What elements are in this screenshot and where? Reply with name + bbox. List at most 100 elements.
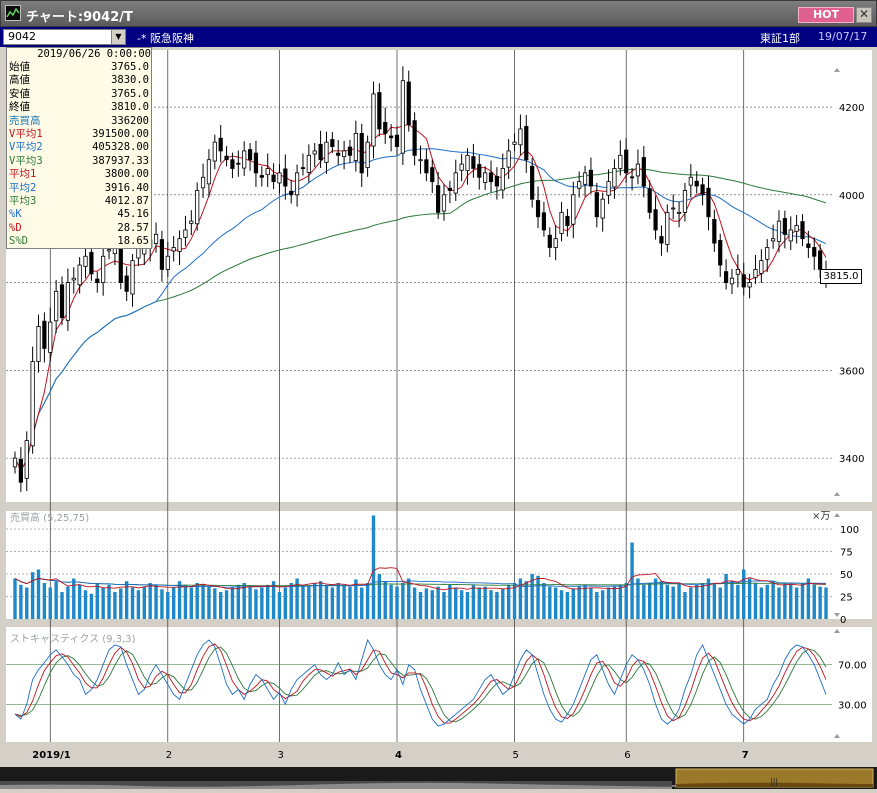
candle-body — [477, 164, 482, 178]
candle-body — [782, 218, 787, 235]
volume-bar — [307, 586, 311, 619]
info-row: 平均2 3916.40 — [7, 182, 151, 195]
chart-app-icon — [5, 5, 21, 21]
volume-bar — [154, 584, 158, 619]
volume-unit: ×万 — [812, 511, 831, 522]
volume-tick-label: 100 — [840, 525, 859, 536]
candle-body — [571, 194, 576, 225]
candle-body — [394, 134, 400, 147]
info-label: 平均2 — [9, 181, 37, 194]
volume-bar — [66, 586, 70, 619]
info-row: V平均1 391500.00 — [7, 128, 151, 141]
volume-panel-label: 売買高 (5,25,75) — [10, 513, 90, 524]
overview-scrollbar[interactable]: ||| — [0, 767, 877, 789]
close-button[interactable]: ✕ — [856, 7, 872, 23]
volume-bar — [683, 592, 687, 619]
volume-bar — [501, 588, 505, 619]
info-row: V平均2 405328.00 — [7, 141, 151, 154]
volume-bar — [800, 583, 805, 619]
candle-body — [618, 154, 623, 169]
info-row: 売買高 336200 — [7, 115, 151, 128]
candle-body — [265, 168, 270, 176]
volume-bar — [242, 583, 246, 619]
candle-body — [741, 274, 746, 288]
volume-bar — [383, 581, 387, 619]
candle-body — [553, 238, 558, 248]
volume-bar — [530, 574, 534, 619]
candle-body — [42, 320, 47, 349]
candle-body — [359, 132, 364, 174]
candle-body — [712, 218, 717, 244]
volume-bar — [354, 579, 358, 619]
info-row: 高値 3830.0 — [7, 74, 151, 87]
info-row: 安値 3765.0 — [7, 88, 151, 101]
volume-bar — [730, 581, 734, 619]
candle-body — [236, 162, 241, 165]
candle-body — [165, 255, 170, 270]
volume-bar — [77, 584, 82, 619]
candle-body — [647, 188, 652, 213]
stock-code-input[interactable]: 9042 — [3, 29, 125, 45]
candle-body — [459, 163, 464, 171]
candle-body — [530, 165, 535, 200]
candle-body — [130, 260, 135, 295]
volume-bar — [671, 586, 675, 619]
chevron-down-icon[interactable]: ▼ — [111, 29, 126, 45]
candle-body — [218, 137, 223, 152]
overview-mini-chart[interactable]: ||| — [0, 767, 877, 789]
candle-body — [682, 190, 688, 213]
volume-bar — [83, 590, 88, 619]
candle-body — [788, 229, 793, 242]
stoch-d-line — [14, 643, 827, 724]
candle-body — [653, 209, 658, 231]
candle-body — [83, 255, 88, 267]
candle-body — [659, 236, 664, 244]
price-tick-label: 3600 — [839, 366, 864, 377]
candle-body — [600, 198, 605, 219]
volume-bar — [107, 584, 111, 619]
candle-body — [400, 80, 405, 154]
vma2-line — [14, 578, 827, 588]
candle-body — [177, 238, 182, 252]
candle-body — [48, 321, 53, 353]
stock-name: -* 阪急阪神 — [137, 32, 194, 45]
info-value: 3916.40 — [104, 181, 149, 194]
volume-bar — [113, 592, 117, 619]
month-tick-label: 7 — [742, 750, 749, 761]
volume-bar — [142, 586, 146, 619]
candle-body — [71, 277, 76, 281]
scroll-arrow-icon — [834, 734, 840, 738]
volume-tick-label: 50 — [840, 570, 853, 581]
candle-body — [283, 168, 288, 187]
candle-body — [247, 149, 253, 161]
candle-body — [36, 326, 41, 362]
candle-body — [347, 146, 353, 156]
volume-bar — [365, 583, 370, 619]
volume-bar — [48, 587, 52, 619]
candle-body — [718, 240, 723, 266]
volume-bar — [459, 590, 464, 619]
volume-bar — [612, 586, 617, 619]
volume-bar — [101, 587, 105, 619]
info-label: V平均2 — [9, 141, 43, 154]
volume-bar — [407, 578, 411, 619]
volume-bar — [589, 587, 593, 619]
volume-bar — [618, 584, 623, 619]
stock-chart-svg[interactable]: 4200 4000 3600 3400 2019/1 2 3 4 5 6 7 100 75 50 25 0 70… — [6, 47, 872, 767]
info-value: 3800.00 — [104, 168, 149, 181]
info-label: 売買高 — [9, 114, 41, 127]
volume-bar — [30, 572, 35, 619]
volume-bar — [465, 592, 470, 619]
chart-area[interactable]: 4200 4000 3600 3400 2019/1 2 3 4 5 6 7 100 75 50 25 0 70… — [6, 47, 872, 767]
current-date: 19/07/17 — [818, 30, 868, 43]
candle-body — [541, 212, 547, 231]
candle-body — [488, 172, 494, 183]
info-datetime: 2019/06/26 0:00:00 — [37, 48, 151, 60]
hot-button[interactable]: HOT — [798, 7, 854, 23]
candle-body — [577, 181, 582, 189]
stoch-tick-label: 30.00 — [838, 700, 867, 711]
info-label: 終値 — [9, 101, 30, 114]
volume-bar — [765, 584, 769, 619]
volume-bar — [783, 583, 787, 619]
scroll-arrow-icon — [834, 492, 840, 496]
